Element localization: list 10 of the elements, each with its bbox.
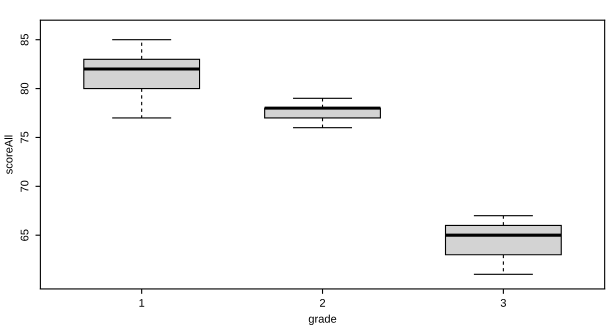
- y-tick-label: 70: [20, 180, 28, 192]
- x-tick-label: 3: [500, 298, 506, 307]
- y-tick-label: 80: [20, 82, 28, 94]
- y-tick-label: 75: [20, 132, 28, 144]
- y-tick-label: 65: [20, 229, 28, 241]
- y-axis-title: scoreAll: [4, 136, 13, 174]
- y-tick-label: 85: [20, 34, 28, 46]
- x-tick-label: 1: [139, 299, 144, 307]
- x-tick-label: 2: [320, 298, 326, 307]
- x-axis-title: grade: [308, 314, 336, 325]
